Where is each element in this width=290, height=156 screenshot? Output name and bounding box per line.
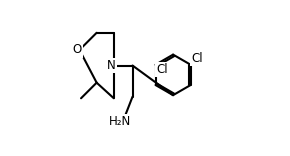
Text: Cl: Cl [156,63,168,76]
Text: N: N [107,59,116,72]
Text: Cl: Cl [191,52,203,65]
Text: O: O [72,43,82,56]
Text: H₂N: H₂N [109,115,131,128]
